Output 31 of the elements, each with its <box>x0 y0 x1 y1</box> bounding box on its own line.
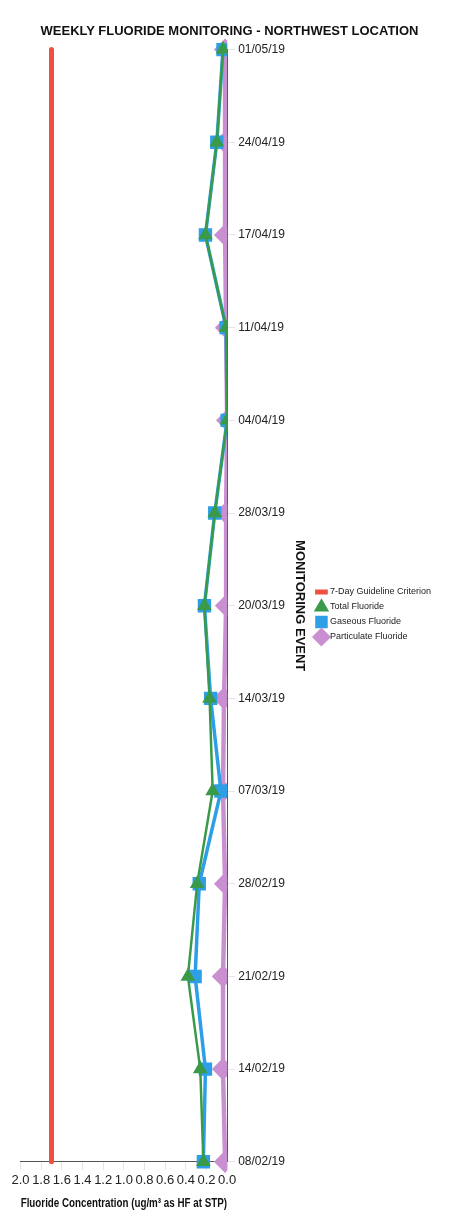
x-tick-label: 1.8 <box>32 1172 51 1188</box>
y-tick-label: 28/02/19 <box>238 876 286 891</box>
x-tick-label: 0.8 <box>135 1172 154 1188</box>
y-tick-label: 11/04/19 <box>238 319 285 334</box>
legend-label: Total Fluoride <box>329 601 384 612</box>
y-tick-label: 14/02/19 <box>238 1061 286 1076</box>
y-tick-label: 07/03/19 <box>238 783 286 798</box>
y-tick-label: 24/04/19 <box>238 134 286 149</box>
x-tick-label: 2.0 <box>11 1172 30 1188</box>
x-tick-label: 0.6 <box>156 1172 175 1188</box>
x-tick-label: 1.0 <box>114 1172 133 1188</box>
x-tick-label: 1.4 <box>73 1172 92 1188</box>
legend-label: Particulate Fluoride <box>329 631 408 642</box>
y-tick-label: 28/03/19 <box>238 505 286 520</box>
y-axis-title: MONITORING EVENT <box>293 540 309 672</box>
y-tick-label: 04/04/19 <box>238 412 286 427</box>
y-tick-label: 21/02/19 <box>238 968 286 983</box>
y-tick-label: 14/03/19 <box>238 690 286 705</box>
x-tick-label: 0.2 <box>197 1172 216 1188</box>
legend-label: 7-Day Guideline Criterion <box>329 586 431 597</box>
legend-label: Gaseous Fluoride <box>329 616 401 627</box>
y-tick-label: 01/05/19 <box>238 41 286 56</box>
x-axis-title: Fluoride Concentration (ug/m³ as HF at STP) <box>20 1195 228 1210</box>
x-tick-label: 1.2 <box>94 1172 113 1188</box>
chart-title: WEEKLY FLUORIDE MONITORING - NORTHWEST LOCATION <box>40 23 419 39</box>
x-tick-label: 1.6 <box>52 1172 71 1188</box>
x-tick-label: 0.4 <box>176 1172 195 1188</box>
x-tick-label: 0.0 <box>218 1172 237 1188</box>
y-tick-label: 08/02/19 <box>238 1154 286 1169</box>
y-tick-label: 17/04/19 <box>238 227 286 242</box>
y-tick-label: 20/03/19 <box>238 598 286 613</box>
